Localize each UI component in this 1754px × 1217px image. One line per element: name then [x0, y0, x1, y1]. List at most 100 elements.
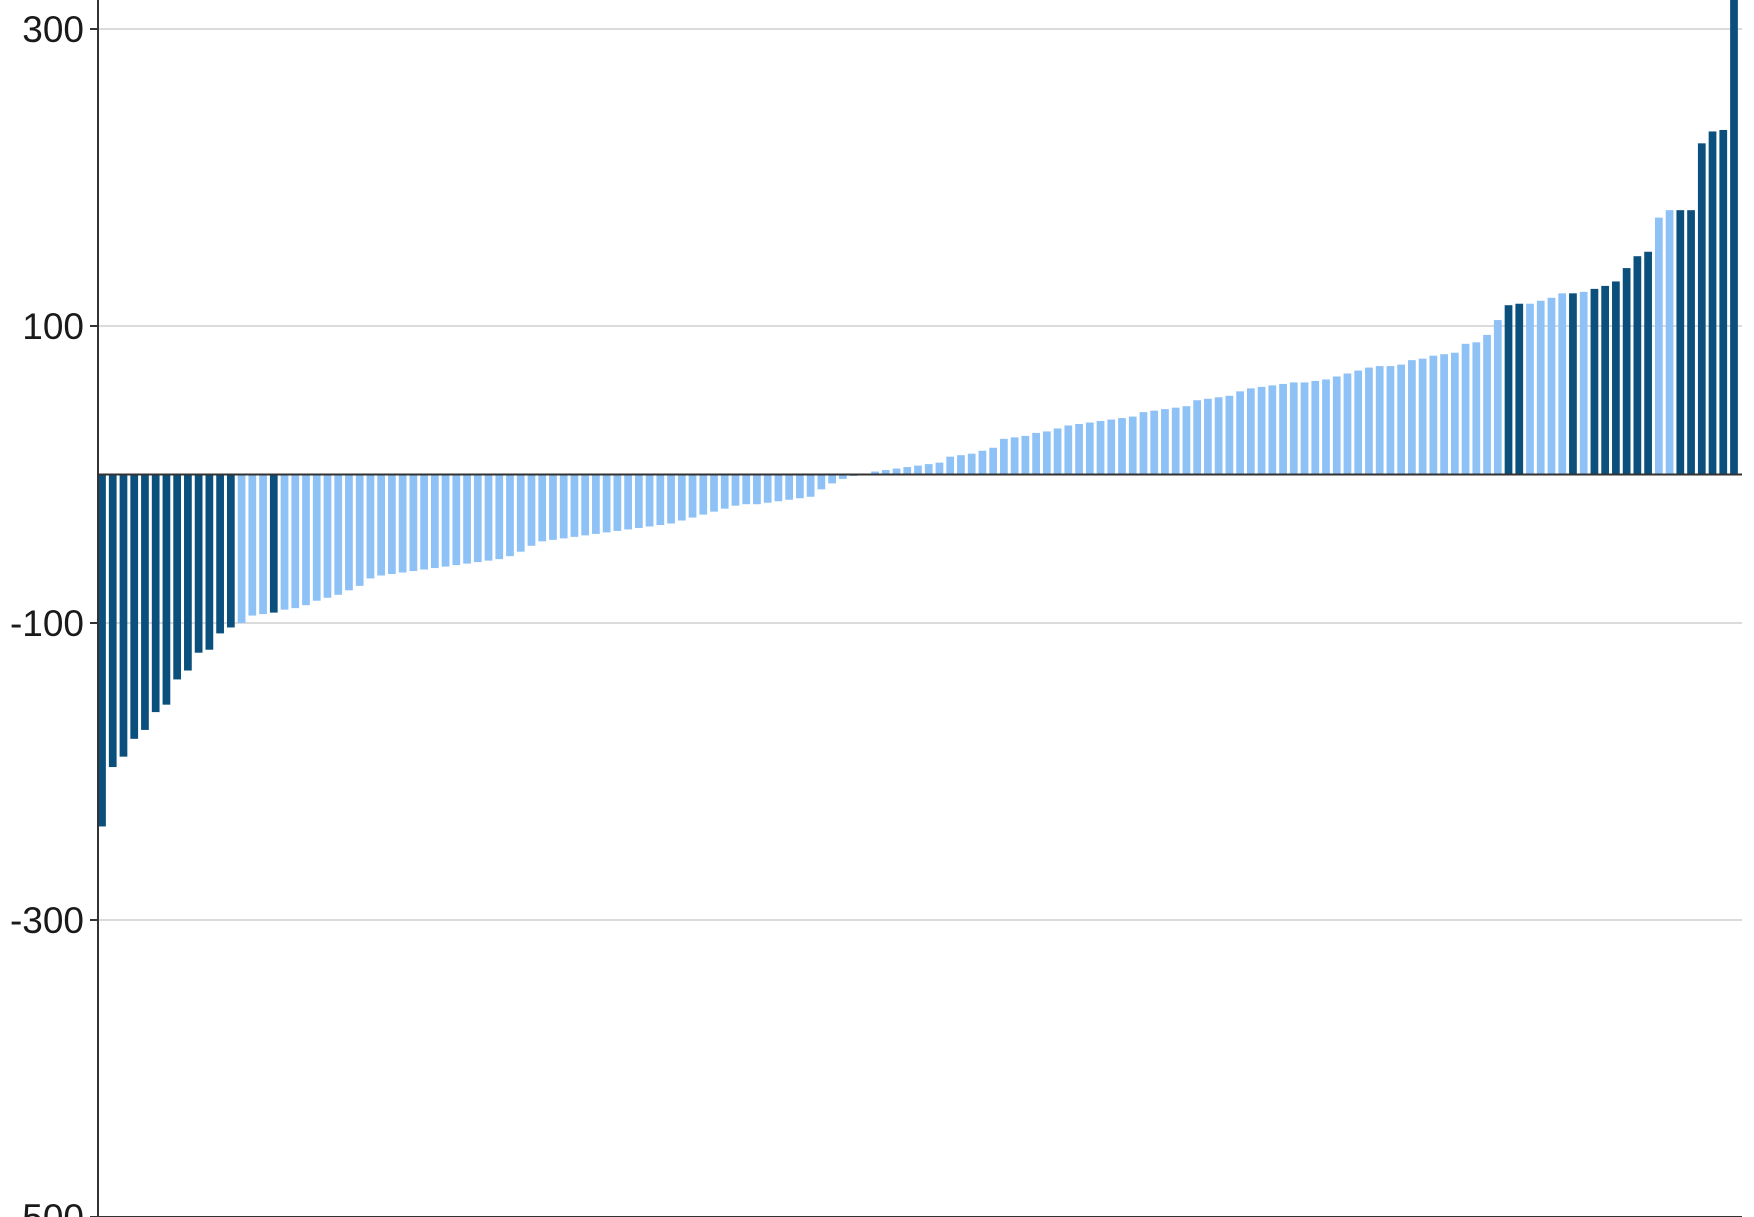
bar	[1182, 406, 1191, 475]
bar	[570, 474, 579, 537]
bar	[924, 464, 933, 475]
bar	[527, 474, 536, 546]
bar	[656, 474, 665, 525]
bar	[774, 474, 783, 502]
bar	[1558, 293, 1567, 475]
bar	[634, 474, 643, 528]
bar	[989, 447, 998, 475]
bar	[194, 474, 203, 653]
bar	[1053, 428, 1062, 475]
bar	[1236, 391, 1244, 475]
y-axis-ticks: 300 100 -100 -300 -500	[10, 9, 98, 1217]
bar	[763, 474, 772, 503]
bar	[1311, 380, 1320, 475]
bar	[1708, 131, 1717, 475]
bar	[838, 474, 847, 479]
bar	[1547, 297, 1556, 475]
bar	[1107, 419, 1116, 475]
bar	[151, 474, 160, 713]
bar	[205, 474, 214, 650]
bar	[463, 474, 471, 564]
bar	[667, 474, 675, 524]
bar	[1279, 383, 1287, 475]
bar	[957, 455, 965, 475]
bar	[1225, 395, 1234, 475]
bar	[1246, 388, 1255, 475]
bar	[871, 471, 879, 475]
bar	[119, 474, 128, 757]
bar	[269, 474, 278, 613]
bar	[216, 474, 224, 634]
bar	[1472, 342, 1481, 475]
bar	[388, 474, 396, 574]
bar	[430, 474, 439, 569]
y-tick-label: 300	[22, 9, 84, 50]
bar	[1461, 343, 1470, 475]
bar	[516, 474, 525, 552]
bar	[645, 474, 654, 527]
y-tick-label: 100	[22, 306, 84, 347]
bar	[1365, 367, 1373, 475]
bar	[903, 467, 912, 475]
bar	[506, 474, 514, 557]
bar	[1354, 370, 1363, 475]
bar	[559, 474, 568, 539]
bar	[473, 474, 482, 563]
bar	[1515, 303, 1524, 475]
bar	[1032, 432, 1040, 475]
bar	[1493, 320, 1502, 475]
bar	[237, 474, 246, 623]
bar	[484, 474, 493, 561]
bar	[108, 474, 117, 768]
bar	[162, 474, 171, 705]
bar	[355, 474, 364, 586]
bar	[248, 474, 257, 616]
bar	[312, 474, 321, 601]
bar	[302, 474, 310, 606]
bar	[1064, 425, 1073, 475]
bar	[785, 474, 794, 500]
bar	[345, 474, 353, 591]
bar	[581, 474, 590, 536]
bar	[881, 470, 890, 475]
bar	[1289, 382, 1298, 475]
bar	[1386, 366, 1395, 475]
bar	[1536, 300, 1545, 475]
gridlines	[98, 28, 1742, 921]
y-tick-label: -100	[10, 603, 84, 644]
bar	[1150, 410, 1159, 475]
bar	[1171, 407, 1180, 475]
bar	[323, 474, 332, 598]
bar	[130, 474, 139, 739]
bar	[624, 474, 632, 530]
bar-series	[98, 0, 1738, 827]
bar	[720, 474, 729, 509]
bar	[1214, 397, 1223, 475]
bar	[602, 474, 611, 533]
bar	[441, 474, 450, 567]
bar	[796, 474, 804, 499]
bar	[1579, 291, 1588, 475]
bar	[1730, 0, 1738, 475]
bar	[742, 474, 751, 505]
bar	[806, 474, 815, 497]
bar	[1021, 435, 1030, 475]
bar	[1569, 293, 1577, 475]
bar	[1010, 437, 1019, 475]
bar	[1429, 355, 1438, 475]
bar	[1408, 360, 1416, 475]
bar	[935, 462, 944, 475]
bar	[1343, 373, 1352, 475]
bar	[978, 450, 987, 475]
bar	[1139, 412, 1148, 475]
bar	[753, 474, 761, 505]
bar	[1204, 398, 1212, 475]
bar	[699, 474, 708, 515]
bar	[1601, 285, 1610, 475]
bar	[495, 474, 504, 560]
bar	[914, 465, 922, 475]
axes	[97, 0, 1742, 1217]
bar	[1193, 400, 1202, 475]
bar	[377, 474, 386, 576]
bar	[1000, 438, 1008, 475]
